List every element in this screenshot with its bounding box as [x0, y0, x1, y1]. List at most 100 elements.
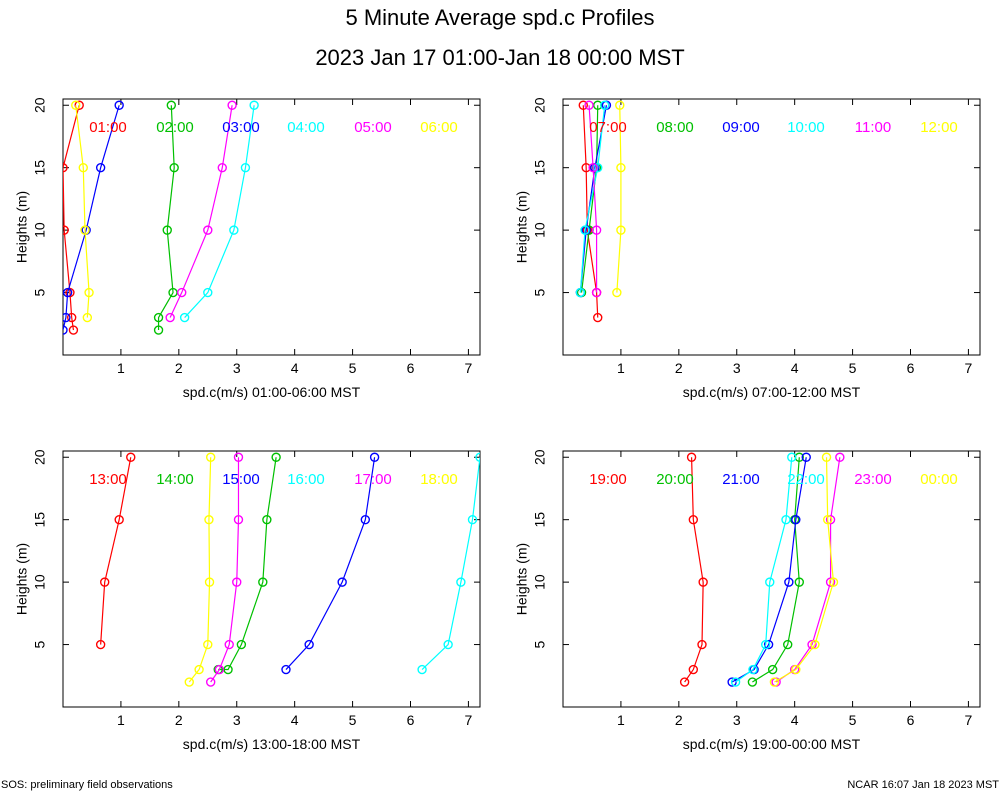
x-tick-label: 7 — [465, 712, 473, 728]
x-tick-label: 4 — [291, 360, 299, 376]
data-point — [63, 225, 69, 235]
x-tick-label: 1 — [117, 360, 125, 376]
data-point — [203, 287, 213, 298]
data-point — [227, 100, 237, 110]
data-point — [203, 639, 213, 650]
plot-area — [679, 452, 845, 687]
series-1300 — [95, 452, 136, 650]
data-point — [443, 639, 453, 650]
data-point — [262, 514, 272, 525]
data-point — [63, 312, 71, 323]
figure-title: 5 Minute Average spd.c Profiles — [346, 5, 655, 30]
data-point — [822, 514, 833, 525]
x-tick-label: 5 — [849, 360, 857, 376]
data-point — [162, 225, 172, 235]
data-point — [591, 225, 602, 235]
series-2200 — [730, 452, 797, 687]
data-point — [600, 100, 610, 110]
data-point — [233, 514, 244, 525]
data-point — [791, 664, 801, 675]
legend-entry: 10:00 — [787, 119, 825, 136]
data-point — [580, 225, 590, 235]
data-point — [304, 639, 314, 650]
x-tick-label: 6 — [907, 360, 915, 376]
data-point — [177, 287, 187, 298]
data-point — [80, 225, 90, 235]
data-point — [66, 312, 77, 323]
data-point — [575, 287, 586, 298]
data-point — [686, 452, 697, 462]
y-tick-label: 10 — [532, 574, 548, 590]
data-point — [616, 225, 626, 235]
y-tick-label: 20 — [532, 97, 548, 113]
series-line — [63, 105, 120, 331]
y-tick-label: 15 — [32, 160, 48, 176]
plot-frame — [562, 450, 981, 708]
data-point — [698, 577, 708, 587]
series-1500 — [281, 452, 380, 675]
y-tick-label: 10 — [532, 222, 548, 238]
data-point — [825, 577, 836, 587]
series-line — [169, 105, 233, 318]
data-point — [240, 162, 251, 173]
series-line — [579, 105, 606, 293]
data-point — [688, 514, 699, 525]
data-point — [82, 312, 93, 323]
data-point — [214, 664, 225, 675]
series-line — [63, 105, 80, 331]
plot-area — [95, 452, 480, 687]
x-tick-label: 4 — [791, 712, 799, 728]
series-1800 — [184, 452, 216, 687]
series-1400 — [213, 452, 281, 675]
legend-entry: 17:00 — [354, 471, 392, 488]
y-axis-label: Heights (m) — [14, 543, 30, 615]
data-point — [224, 639, 234, 650]
series-2000 — [747, 452, 804, 687]
data-point — [588, 162, 598, 173]
series-line — [582, 105, 599, 318]
series-line — [75, 105, 90, 318]
series-line — [774, 457, 835, 683]
legend-entry: 07:00 — [589, 119, 627, 136]
data-point — [71, 100, 81, 110]
x-tick-label: 2 — [675, 360, 683, 376]
series-0000 — [769, 452, 839, 687]
data-point — [169, 162, 179, 173]
series-1100 — [584, 100, 602, 298]
legend-entry: 14:00 — [156, 471, 194, 488]
y-tick-label: 20 — [32, 449, 48, 465]
data-point — [95, 639, 106, 650]
x-axis-label: spd.c(m/s) 07:00-12:00 MST — [683, 384, 861, 400]
data-point — [828, 577, 839, 587]
data-point — [688, 664, 699, 675]
y-axis-label: Heights (m) — [514, 191, 530, 263]
series-2300 — [771, 452, 845, 687]
plot-area — [575, 100, 626, 323]
data-point — [369, 452, 380, 462]
data-point — [475, 452, 480, 462]
figure-subtitle: 2023 Jan 17 01:00-Jan 18 00:00 MST — [315, 45, 684, 70]
y-tick-label: 20 — [532, 449, 548, 465]
series-line — [580, 105, 599, 293]
series-line — [218, 457, 277, 671]
x-tick-label: 5 — [349, 712, 357, 728]
data-point — [204, 514, 214, 525]
series-0400 — [179, 100, 259, 323]
data-point — [835, 452, 845, 462]
data-point — [166, 100, 177, 110]
data-point — [467, 514, 478, 525]
legend-entry: 22:00 — [787, 471, 825, 488]
x-tick-label: 2 — [675, 712, 683, 728]
plot-frame — [562, 98, 981, 356]
data-point — [153, 312, 164, 323]
chart-panel-2: 1 2 3 4 5 6 7 5 10 15 20 spd.c(m/s) 07:00-12:00 MST… — [514, 97, 981, 400]
legend-entry: 00:00 — [920, 471, 958, 488]
data-point — [281, 664, 291, 675]
series-line — [684, 457, 704, 683]
x-tick-label: 5 — [349, 360, 357, 376]
data-point — [730, 677, 741, 687]
data-point — [593, 312, 603, 323]
chart-panel-4: 1 2 3 4 5 6 7 5 10 15 20 spd.c(m/s) 19:00-00:00 MST… — [514, 449, 981, 752]
legend-entry: 21:00 — [722, 471, 760, 488]
